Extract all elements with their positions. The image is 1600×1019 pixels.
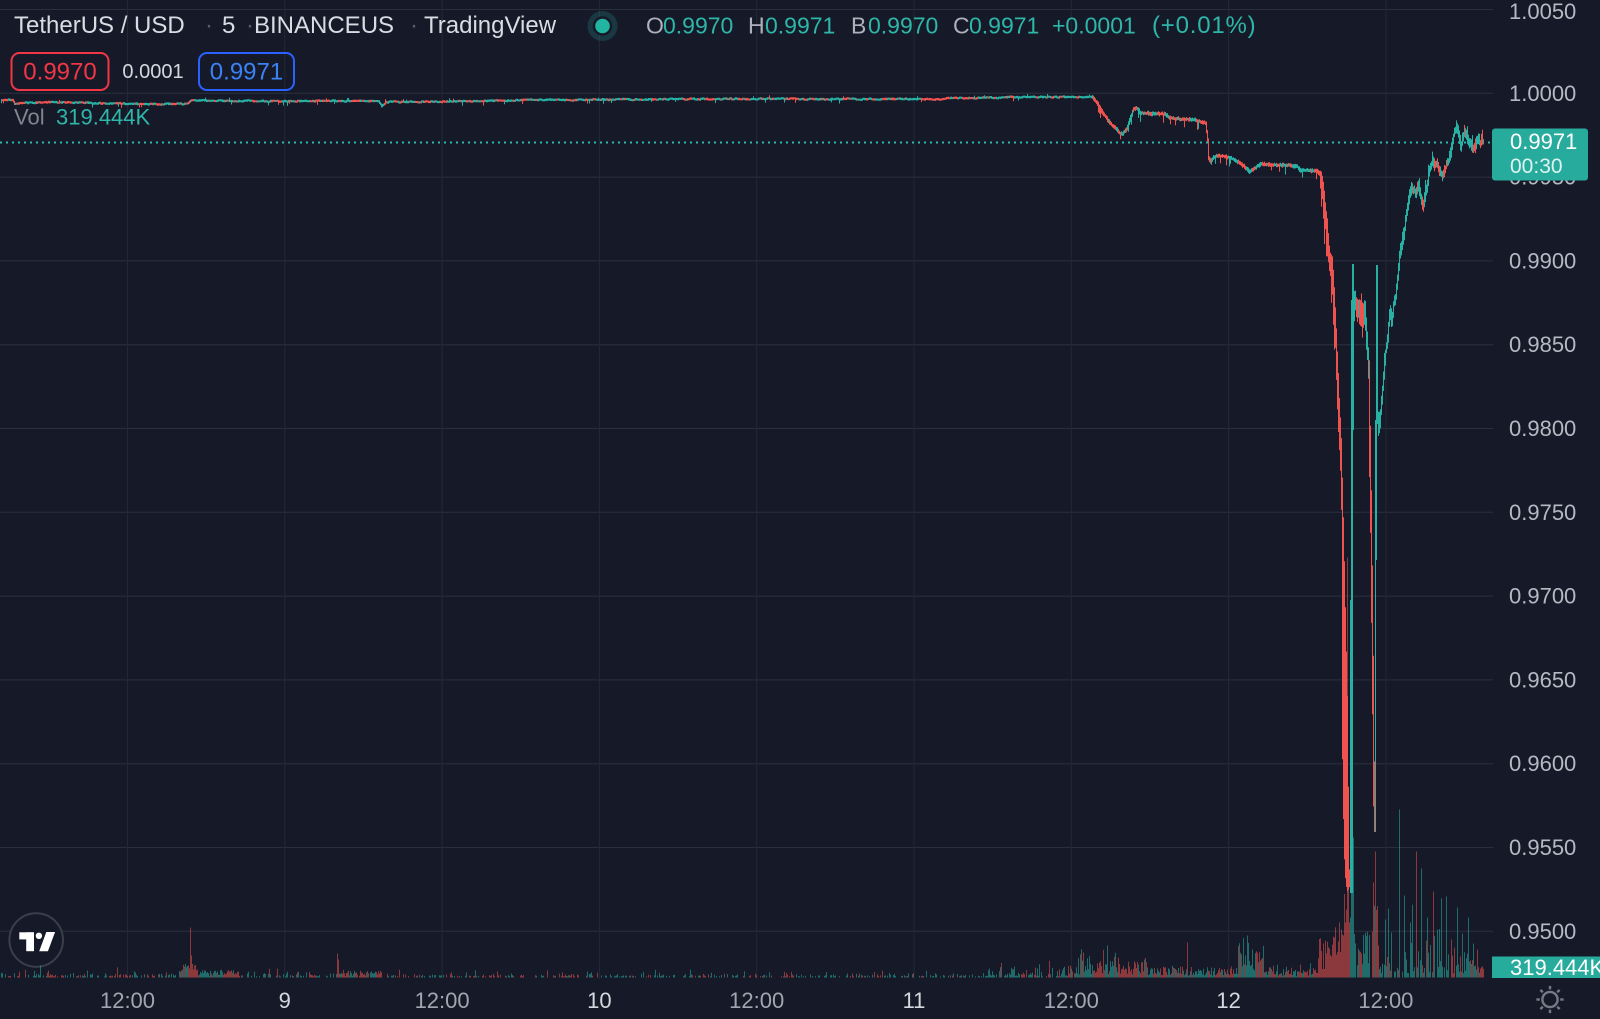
svg-text:0.9971: 0.9971 [969,13,1039,39]
svg-text:12:00: 12:00 [1044,988,1099,1013]
svg-text:12:00: 12:00 [729,988,784,1013]
svg-text:Vol: Vol [14,105,45,130]
svg-text:TetherUS / USD: TetherUS / USD [14,12,185,39]
svg-text:12:00: 12:00 [415,988,470,1013]
svg-text:0.9600: 0.9600 [1509,751,1576,776]
svg-text:·: · [246,12,254,39]
svg-text:O: O [646,13,664,39]
svg-text:0.9500: 0.9500 [1509,919,1576,944]
svg-text:319.444K: 319.444K [1510,955,1600,980]
svg-text:0.0001: 0.0001 [122,61,183,83]
svg-text:0.9971: 0.9971 [1510,129,1577,154]
svg-text:00:30: 00:30 [1510,155,1563,178]
svg-text:12:00: 12:00 [100,988,155,1013]
svg-text:0.9850: 0.9850 [1509,332,1576,357]
svg-text:H: H [748,13,765,39]
svg-text:0.9550: 0.9550 [1509,835,1576,860]
svg-text:0.9700: 0.9700 [1509,584,1576,609]
svg-text:·: · [410,12,418,39]
svg-text:0.9650: 0.9650 [1509,667,1576,692]
svg-text:0.9970: 0.9970 [868,13,938,39]
svg-text:0.9971: 0.9971 [765,13,835,39]
svg-text:1.0050: 1.0050 [1509,0,1576,24]
svg-text:12: 12 [1216,988,1240,1013]
svg-text:BINANCEUS: BINANCEUS [254,12,394,39]
svg-text:11: 11 [903,988,926,1013]
svg-text:1.0000: 1.0000 [1509,81,1576,106]
svg-text:0.9971: 0.9971 [210,59,283,86]
svg-text:0.9900: 0.9900 [1509,248,1576,273]
svg-text:C: C [953,13,970,39]
svg-text:0.9750: 0.9750 [1509,500,1576,525]
svg-text:10: 10 [587,988,611,1013]
svg-text:9: 9 [279,988,291,1013]
svg-text:12:00: 12:00 [1358,988,1413,1013]
svg-text:TradingView: TradingView [424,12,557,39]
svg-text:·: · [205,12,213,39]
svg-text:0.9970: 0.9970 [663,13,733,39]
svg-text:B: B [851,13,866,39]
svg-text:319.444K: 319.444K [56,105,151,130]
svg-text:0.9970: 0.9970 [23,59,96,86]
svg-text:0.9800: 0.9800 [1509,416,1576,441]
svg-text:+0.0001: +0.0001 [1052,13,1136,39]
svg-text:(+0.01%): (+0.01%) [1152,12,1256,39]
svg-text:5: 5 [222,12,235,39]
